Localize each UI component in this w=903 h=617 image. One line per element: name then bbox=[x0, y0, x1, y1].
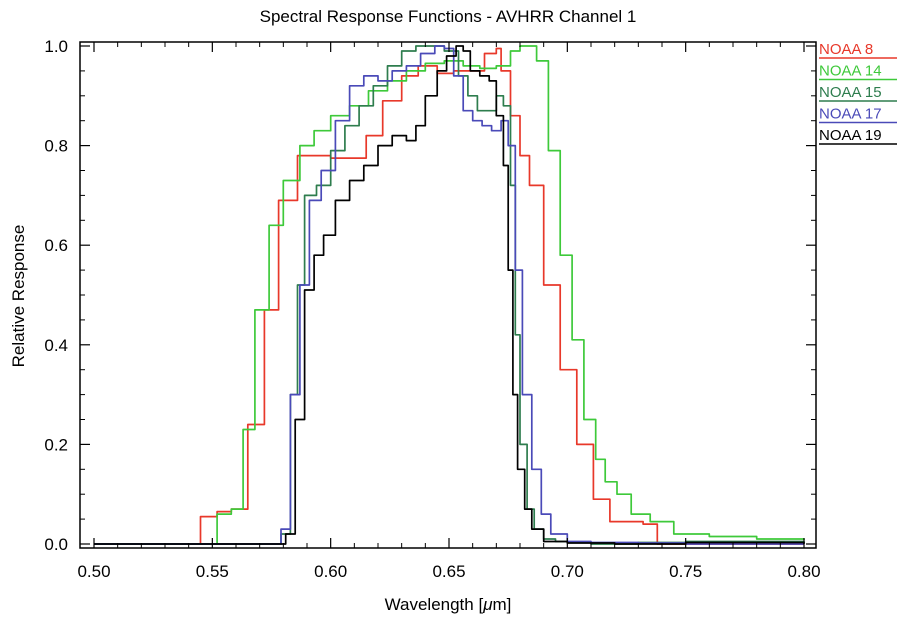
x-tick-label: 0.60 bbox=[314, 562, 347, 581]
y-tick-label: 0.2 bbox=[44, 435, 68, 454]
legend-label-noaa-15: NOAA 15 bbox=[819, 84, 882, 101]
series-line-noaa-15 bbox=[94, 45, 805, 545]
series-line-noaa-19 bbox=[94, 45, 805, 545]
legend-label-noaa-19: NOAA 19 bbox=[819, 127, 882, 144]
x-axis-label-mu: μ bbox=[482, 595, 493, 614]
y-tick-label: 0.6 bbox=[44, 236, 68, 255]
legend-label-noaa-8: NOAA 8 bbox=[819, 41, 873, 58]
series-line-noaa-17 bbox=[94, 45, 804, 545]
x-tick-label: 0.80 bbox=[787, 562, 820, 581]
legend-label-noaa-17: NOAA 17 bbox=[819, 106, 882, 123]
series-line-noaa-8 bbox=[94, 47, 804, 545]
plot-frame bbox=[79, 41, 817, 549]
y-tick-label: 0.4 bbox=[44, 336, 68, 355]
y-tick-label: 1.0 bbox=[44, 37, 68, 56]
tick-label-group: 0.50 0.55 0.60 0.65 0.70 0.75 0.80 0.0 0.2 0.4 0.6… bbox=[44, 37, 820, 581]
chart-title: Spectral Response Functions - AVHRR Chan… bbox=[260, 7, 637, 26]
series-line-noaa-14 bbox=[94, 45, 805, 545]
legend-label-noaa-14: NOAA 14 bbox=[819, 63, 882, 80]
y-tick-label: 0.0 bbox=[44, 535, 68, 554]
y-axis-label: Relative Response bbox=[9, 225, 28, 368]
x-tick-label: 0.50 bbox=[77, 562, 110, 581]
x-tick-label: 0.70 bbox=[551, 562, 584, 581]
x-axis-label: Wavelength [μm] bbox=[385, 595, 512, 614]
tick-group bbox=[80, 42, 816, 548]
legend: NOAA 8 NOAA 14 NOAA 15 NOAA 17 NOAA 19 bbox=[819, 41, 897, 145]
series-group bbox=[94, 45, 805, 545]
x-axis-label-post: m] bbox=[493, 595, 512, 614]
y-tick-label: 0.8 bbox=[44, 137, 68, 156]
x-tick-label: 0.55 bbox=[196, 562, 229, 581]
x-axis-label-pre: Wavelength [ bbox=[385, 595, 484, 614]
x-tick-label: 0.65 bbox=[432, 562, 465, 581]
x-tick-label: 0.75 bbox=[669, 562, 702, 581]
